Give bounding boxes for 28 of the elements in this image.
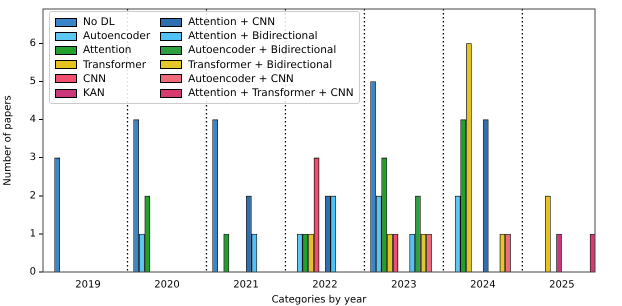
legend-label: CNN bbox=[83, 72, 106, 86]
x-axis-title: Categories by year bbox=[272, 294, 368, 306]
y-tick-label: 4 bbox=[30, 114, 36, 126]
y-tick-label: 6 bbox=[30, 38, 36, 49]
x-tick-label: 2023 bbox=[391, 280, 417, 291]
y-tick-label: 5 bbox=[30, 76, 36, 88]
x-tick-label: 2021 bbox=[233, 280, 259, 291]
x-tick-label: 2022 bbox=[312, 280, 338, 291]
legend-label: Attention bbox=[83, 43, 132, 58]
legend-label: Transformer + Bidirectional bbox=[188, 58, 332, 72]
y-tick-label: 3 bbox=[30, 152, 36, 164]
legend-label: Autoencoder + CNN bbox=[188, 72, 294, 86]
legend-label: Attention + CNN bbox=[188, 15, 276, 30]
legend-label: Transformer bbox=[83, 58, 146, 72]
y-tick-label: 2 bbox=[30, 190, 36, 202]
legend-label: Attention + Bidirectional bbox=[188, 29, 318, 44]
x-tick-label: 2025 bbox=[549, 280, 575, 291]
legend-label: Attention + Transformer + CNN bbox=[188, 86, 354, 100]
x-tick-label: 2019 bbox=[75, 280, 101, 291]
y-tick-label: 0 bbox=[30, 266, 36, 278]
legend-label: No DL bbox=[83, 15, 115, 30]
legend-label: Autoencoder bbox=[83, 29, 150, 44]
y-axis-title: Number of papers bbox=[2, 95, 14, 186]
x-tick-label: 2020 bbox=[154, 280, 180, 291]
legend-label: Autoencoder + Bidirectional bbox=[188, 43, 336, 58]
x-tick-label: 2024 bbox=[470, 280, 496, 291]
y-tick-label: 1 bbox=[30, 228, 36, 240]
legend-label: KAN bbox=[83, 86, 105, 100]
